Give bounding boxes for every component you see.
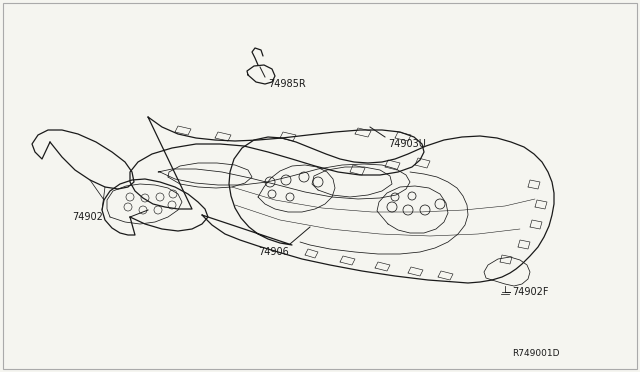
Text: 74985R: 74985R [268,79,306,89]
Text: 74903U: 74903U [388,139,426,149]
Text: 74906: 74906 [258,247,289,257]
Text: R749001D: R749001D [512,349,559,358]
Text: 74902: 74902 [72,212,103,222]
Text: 74902F: 74902F [512,287,548,297]
